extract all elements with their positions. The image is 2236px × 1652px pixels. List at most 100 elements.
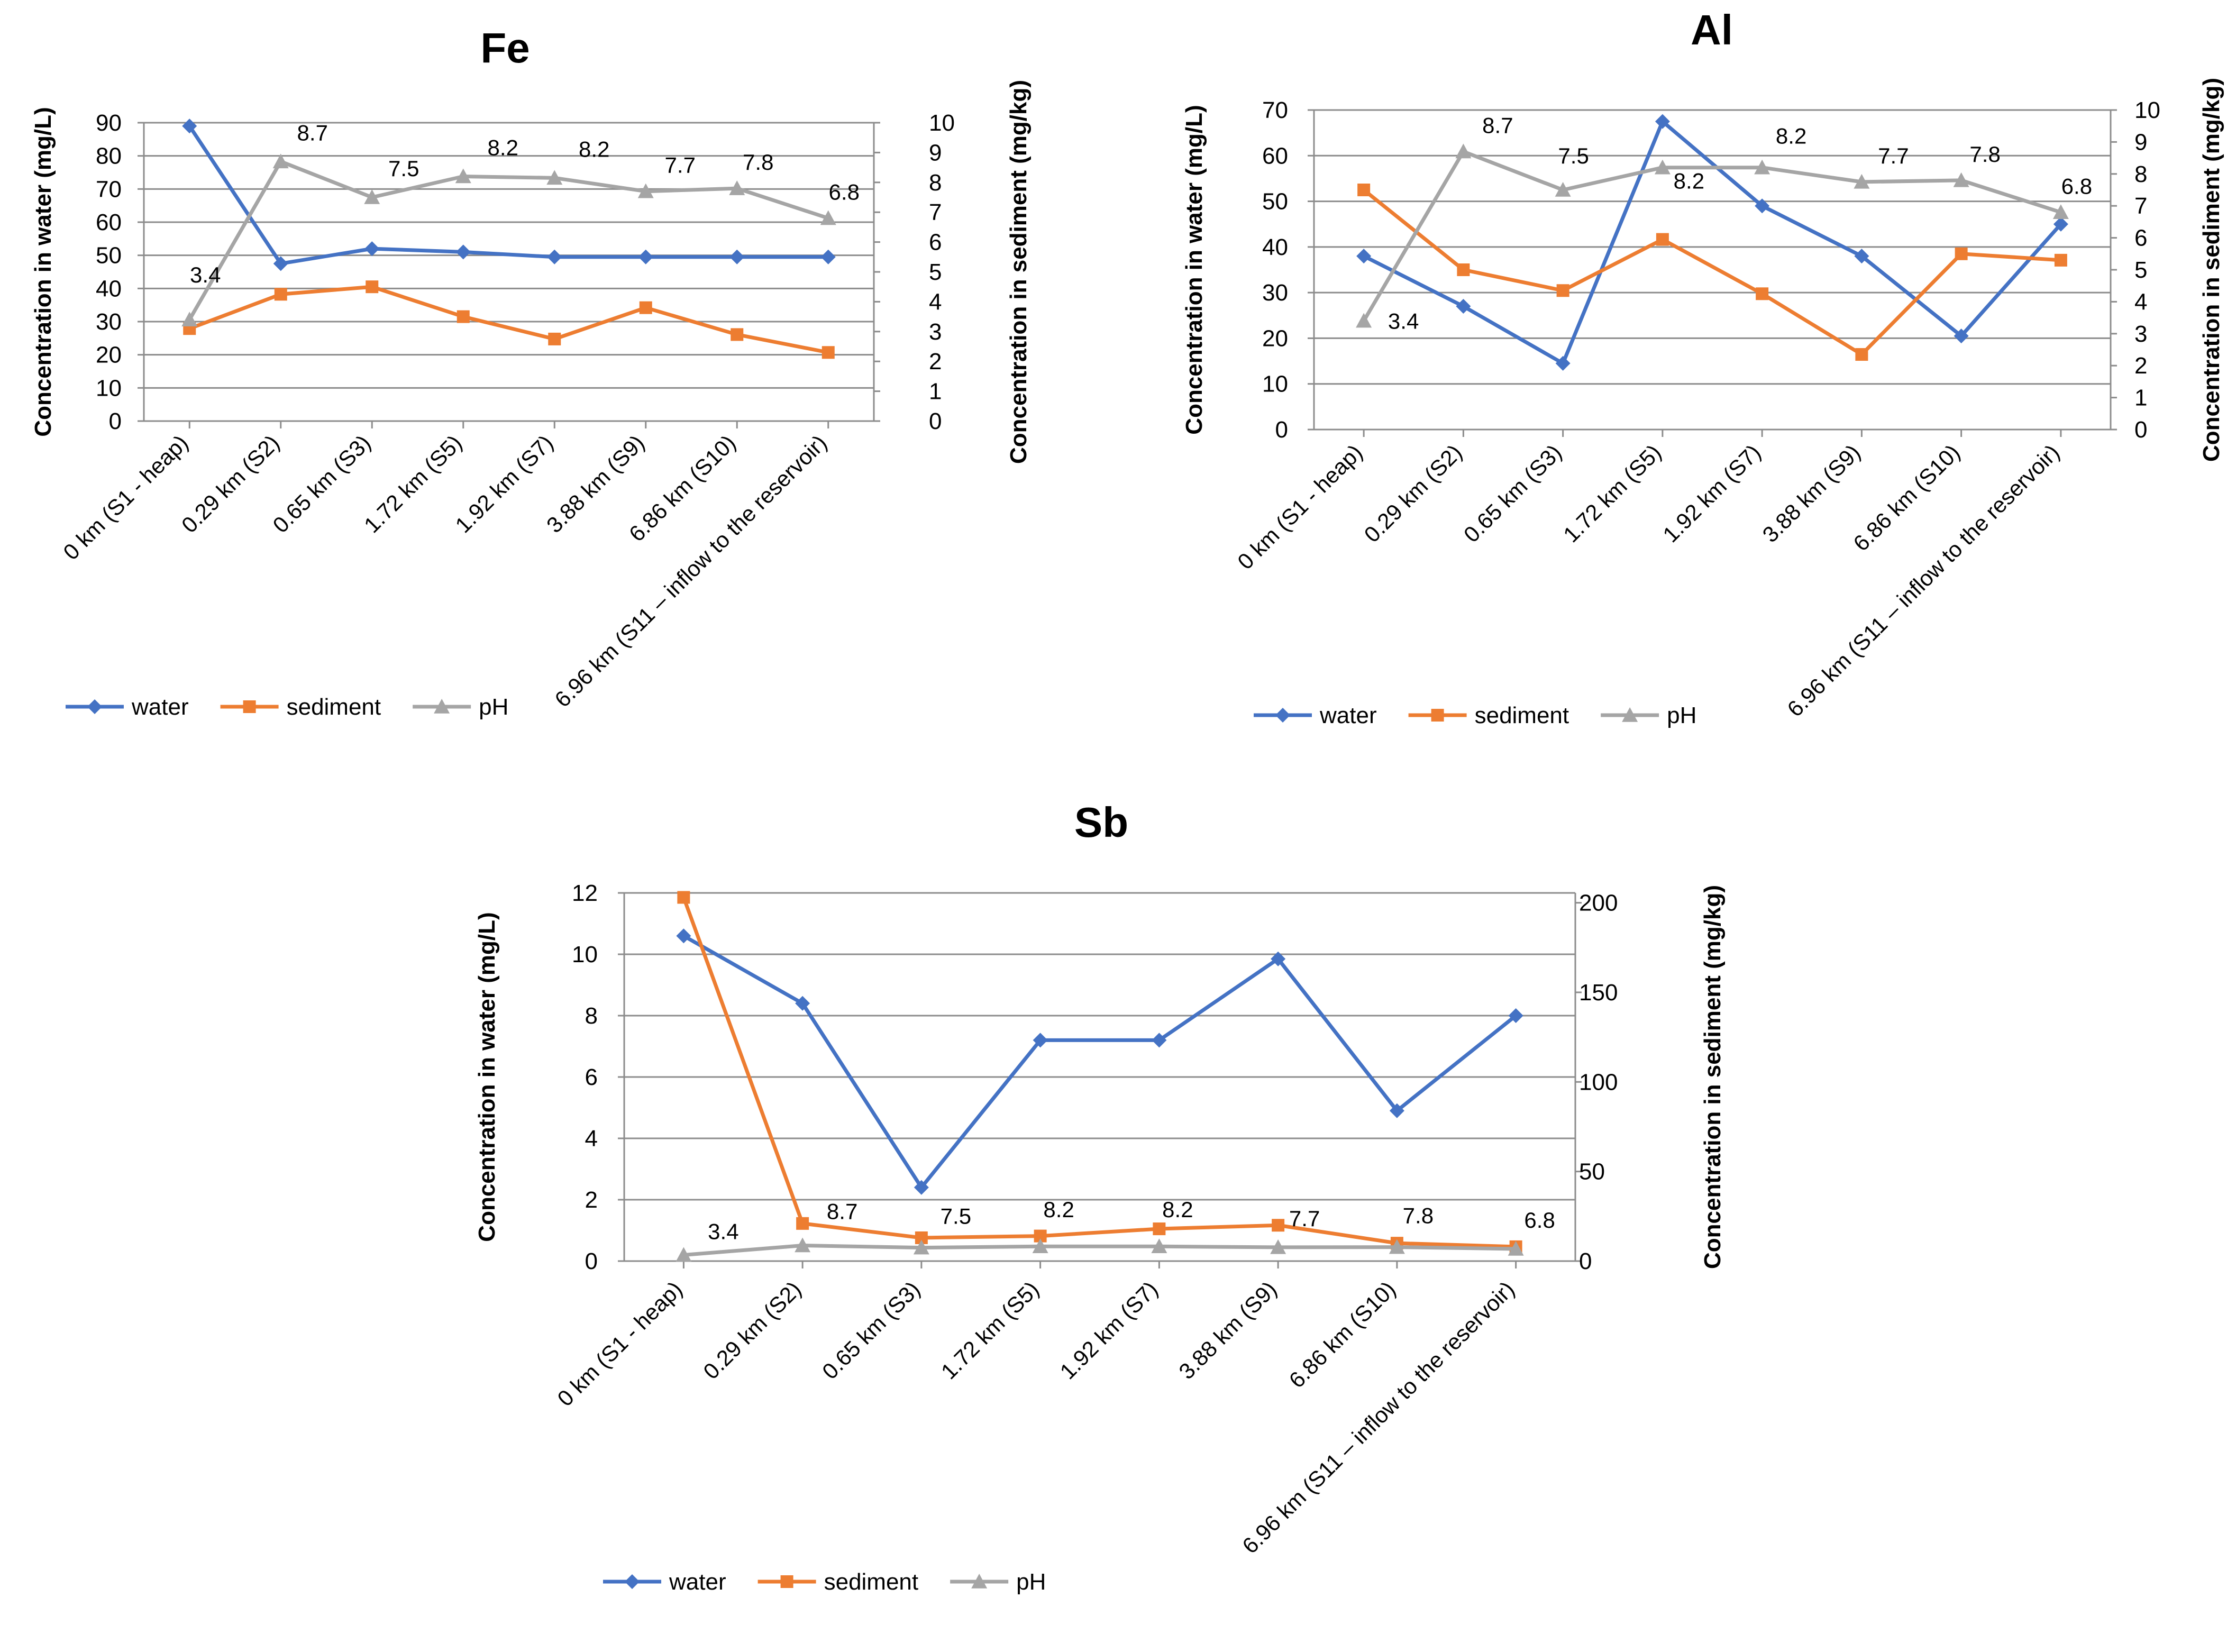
data-point-water [364, 241, 380, 257]
data-point-sediment [1656, 233, 1669, 246]
data-label: 8.2 [1674, 169, 1704, 194]
y2-tick-label: 0 [2134, 417, 2147, 443]
data-point-sediment [639, 301, 652, 314]
legend-label: pH [479, 694, 508, 720]
data-label: 7.5 [1558, 143, 1589, 168]
y2-tick-label: 9 [2134, 129, 2147, 155]
y-tick-label: 70 [1262, 97, 1288, 123]
series-line-ph [188, 159, 829, 321]
legend-marker-ph [1622, 707, 1638, 722]
legend-marker-ph [971, 1574, 988, 1589]
data-point-ph [637, 183, 654, 198]
data-point-ph [1508, 1240, 1524, 1256]
data-point-ph [1356, 313, 1372, 328]
data-point-ph [676, 1247, 692, 1262]
y-axis-title: Concentration in water (mg/L) [30, 107, 56, 436]
y-tick-label: 6 [585, 1064, 598, 1090]
data-point-water [1152, 1033, 1167, 1048]
x-tick-label: 0.29 km (S2) [1359, 440, 1467, 547]
y2-tick-label: 8 [2134, 161, 2147, 187]
data-point-water [1954, 328, 1969, 344]
y2-tick-label: 2 [2134, 353, 2147, 379]
y-tick-label: 60 [96, 209, 122, 235]
data-label: 8.2 [579, 136, 609, 161]
data-point-ph [1389, 1239, 1405, 1254]
series-sediment [1357, 184, 2067, 361]
data-label: 3.4 [708, 1219, 738, 1244]
data-label: 8.7 [827, 1199, 857, 1224]
y-tick-label: 12 [572, 880, 598, 906]
legend-marker-ph [434, 699, 450, 714]
x-tick-label: 1.92 km (S7) [1055, 1276, 1163, 1384]
x-tick-label: 1.72 km (S5) [936, 1276, 1044, 1384]
data-point-sediment [366, 280, 379, 294]
y-tick-label: 2 [585, 1187, 598, 1213]
data-point-water [820, 249, 836, 264]
y2-tick-label: 50 [1579, 1159, 1605, 1185]
data-label: 8.2 [488, 135, 518, 160]
data-point-ph [2052, 204, 2069, 220]
data-point-water [729, 249, 745, 264]
x-tick-label: 1.72 km (S5) [359, 430, 467, 537]
data-point-ph [795, 1237, 811, 1253]
y2-tick-label: 8 [929, 170, 942, 196]
data-label: 8.2 [1043, 1197, 1074, 1222]
data-point-sediment [796, 1217, 809, 1230]
y2-tick-label: 3 [2134, 321, 2147, 347]
series-sediment [677, 891, 1522, 1253]
series-water [1356, 114, 2068, 371]
data-point-sediment [1457, 263, 1470, 276]
y2-tick-label: 200 [1579, 890, 1618, 916]
data-point-sediment [1955, 247, 1968, 260]
data-point-water [182, 118, 197, 134]
series-line-sediment [1362, 188, 2061, 357]
data-label: 7.8 [743, 150, 773, 175]
x-tick-label: 1.92 km (S7) [450, 430, 558, 537]
data-point-ph [1654, 159, 1671, 175]
data-label: 3.4 [190, 262, 221, 287]
legend-label: sediment [287, 694, 381, 720]
data-point-ph [913, 1239, 929, 1255]
data-label: 6.8 [1524, 1208, 1555, 1233]
y2-tick-label: 4 [929, 289, 942, 315]
y-tick-label: 10 [96, 375, 122, 401]
chart-title: Sb [1074, 799, 1128, 846]
data-point-ph [1555, 182, 1571, 197]
legend-label: water [669, 1569, 726, 1595]
y-tick-label: 10 [1262, 371, 1288, 397]
y-tick-label: 20 [96, 342, 122, 368]
y2-tick-label: 6 [2134, 225, 2147, 251]
data-label: 8.2 [1162, 1197, 1193, 1222]
data-point-water [1755, 198, 1770, 214]
legend-label: water [1319, 702, 1377, 728]
x-tick-label: 1.72 km (S5) [1558, 440, 1666, 547]
legend-label: sediment [824, 1569, 919, 1595]
data-point-water [1508, 1008, 1523, 1023]
y-tick-label: 20 [1262, 325, 1288, 351]
x-tick-label: 0.29 km (S2) [698, 1276, 806, 1384]
legend-label: water [131, 694, 189, 720]
x-tick-label: 3.88 km (S9) [1174, 1276, 1281, 1384]
legend-label: pH [1667, 702, 1696, 728]
data-point-sediment [731, 328, 744, 341]
data-point-sediment [548, 332, 561, 345]
y2-tick-label: 5 [2134, 257, 2147, 283]
data-point-ph [1953, 172, 1969, 187]
y2-tick-label: 6 [929, 230, 942, 255]
series-sediment [183, 280, 835, 359]
y2-axis-title: Concentration in sediment (mg/kg) [2198, 78, 2224, 462]
data-point-sediment [1855, 348, 1868, 361]
data-point-ph [820, 210, 836, 225]
data-point-sediment [2054, 253, 2067, 267]
y-tick-label: 4 [585, 1126, 598, 1152]
data-point-sediment [457, 310, 470, 323]
y2-tick-label: 7 [2134, 193, 2147, 219]
series-line-ph [683, 1244, 1516, 1257]
data-point-water [914, 1180, 929, 1195]
y-tick-label: 0 [585, 1248, 598, 1274]
y2-tick-label: 2 [929, 349, 942, 375]
series-water [182, 118, 836, 271]
y2-tick-label: 0 [1579, 1248, 1592, 1274]
data-point-water [273, 256, 288, 271]
